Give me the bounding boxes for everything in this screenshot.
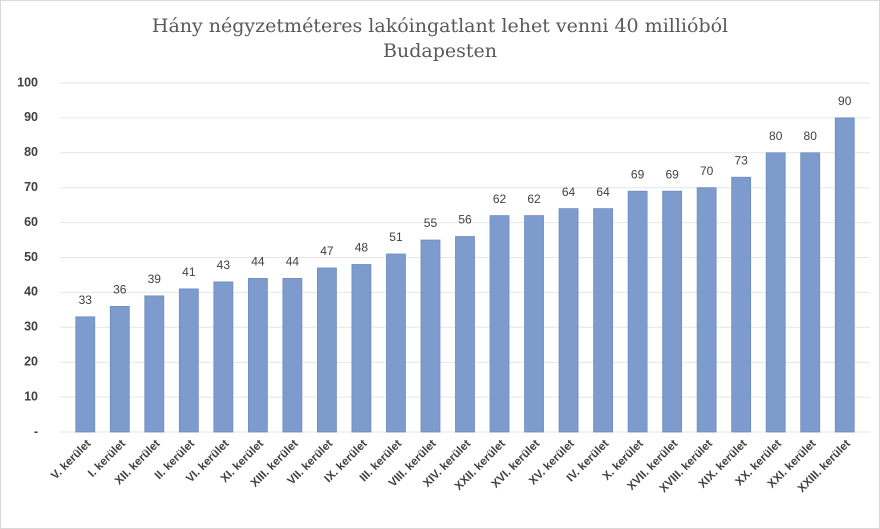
y-tick-label: 100 — [17, 75, 38, 89]
y-tick-label: 20 — [24, 354, 38, 368]
data-label: 90 — [838, 94, 852, 108]
data-label: 56 — [458, 213, 472, 227]
bar — [455, 236, 475, 433]
bar — [351, 264, 372, 433]
bar — [489, 215, 510, 433]
y-tick-label: 70 — [24, 180, 38, 194]
bar — [213, 281, 234, 433]
bar — [731, 176, 752, 433]
chart-title: Budapesten — [383, 40, 497, 62]
data-label: 80 — [804, 129, 818, 143]
bar — [696, 187, 717, 433]
data-label: 51 — [389, 230, 403, 244]
y-tick-label: 30 — [24, 320, 38, 334]
data-label: 62 — [527, 192, 541, 206]
data-label: 64 — [596, 185, 610, 199]
data-label: 47 — [320, 244, 334, 258]
data-label: 41 — [182, 265, 196, 279]
bar — [593, 208, 613, 433]
bar — [524, 215, 544, 433]
bar — [247, 278, 268, 433]
bar — [662, 190, 683, 433]
bar — [627, 190, 648, 433]
data-label: 44 — [251, 255, 265, 269]
y-tick-label: - — [34, 424, 38, 438]
bar — [558, 208, 579, 433]
bar — [144, 295, 165, 433]
data-label: 80 — [769, 129, 783, 143]
bar — [765, 152, 786, 433]
bar — [386, 253, 406, 433]
y-tick-label: 40 — [24, 285, 38, 299]
bar — [800, 152, 821, 433]
data-label: 73 — [734, 153, 748, 167]
bar — [282, 278, 303, 433]
bar — [420, 239, 441, 433]
y-tick-label: 10 — [24, 389, 38, 403]
data-label: 69 — [631, 167, 645, 181]
data-label: 70 — [700, 164, 714, 178]
data-label: 43 — [217, 258, 231, 272]
y-tick-label: 50 — [24, 250, 38, 264]
data-label: 62 — [493, 192, 507, 206]
data-label: 36 — [113, 283, 127, 297]
data-label: 69 — [665, 167, 679, 181]
bar — [109, 305, 130, 433]
bar — [834, 117, 855, 433]
bar — [75, 316, 96, 433]
y-tick-label: 80 — [24, 145, 38, 159]
data-label: 39 — [148, 272, 162, 286]
data-label: 64 — [562, 185, 576, 199]
y-tick-label: 60 — [24, 215, 38, 229]
bar — [317, 267, 337, 433]
data-label: 44 — [286, 255, 300, 269]
data-label: 55 — [424, 216, 438, 230]
chart-title: Hány négyzetméteres lakóingatlant lehet … — [152, 15, 728, 37]
data-label: 48 — [355, 241, 369, 255]
y-tick-label: 90 — [24, 110, 38, 124]
bar — [178, 288, 199, 433]
data-label: 33 — [79, 293, 93, 307]
